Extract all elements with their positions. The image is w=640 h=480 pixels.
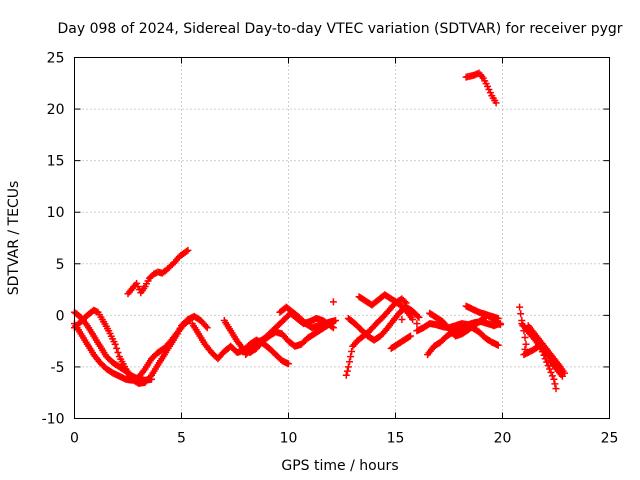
data-point bbox=[186, 316, 194, 323]
data-point bbox=[538, 348, 546, 356]
series-arc-9 bbox=[342, 295, 410, 379]
y-tick-label: -5 bbox=[51, 360, 65, 376]
data-point bbox=[134, 283, 142, 290]
data-point bbox=[111, 340, 119, 348]
data-point bbox=[329, 324, 337, 332]
data-point bbox=[552, 385, 560, 393]
data-point bbox=[343, 367, 351, 375]
y-tick-label: 0 bbox=[56, 308, 65, 324]
x-tick-label: 20 bbox=[494, 431, 512, 447]
data-point bbox=[344, 363, 352, 371]
data-point bbox=[348, 348, 356, 355]
data-point bbox=[522, 340, 530, 348]
data-point bbox=[184, 246, 192, 254]
y-tick-label: 25 bbox=[47, 51, 65, 67]
series-arc-11 bbox=[355, 291, 417, 323]
data-point bbox=[561, 369, 569, 377]
data-point bbox=[398, 316, 406, 323]
data-point bbox=[332, 317, 340, 324]
data-point bbox=[543, 358, 551, 366]
data-point bbox=[133, 279, 141, 287]
data-series bbox=[71, 69, 569, 393]
data-point bbox=[496, 321, 504, 329]
data-point bbox=[415, 313, 423, 321]
series-arc-8 bbox=[276, 303, 340, 332]
series-arc-16 bbox=[462, 302, 502, 322]
data-point bbox=[540, 351, 548, 359]
series-arc-12 bbox=[387, 332, 414, 352]
data-point bbox=[405, 333, 413, 341]
data-point bbox=[342, 371, 350, 379]
y-tick-label: 20 bbox=[47, 102, 65, 118]
data-point bbox=[413, 320, 421, 328]
y-tick-label: 5 bbox=[56, 257, 65, 273]
data-point bbox=[546, 365, 554, 373]
series-isolated bbox=[329, 298, 421, 328]
data-point bbox=[516, 303, 524, 311]
data-point bbox=[183, 247, 190, 255]
data-point bbox=[346, 358, 353, 366]
data-point bbox=[185, 317, 193, 324]
series-arc-3 bbox=[71, 308, 155, 384]
data-point bbox=[202, 322, 210, 330]
data-point bbox=[547, 368, 555, 376]
data-point bbox=[541, 355, 549, 363]
data-point bbox=[407, 332, 414, 340]
data-point bbox=[517, 310, 525, 318]
data-point bbox=[285, 360, 292, 368]
data-point bbox=[203, 324, 211, 332]
data-point bbox=[494, 315, 502, 322]
data-point bbox=[401, 298, 409, 306]
y-tick-labels: -10 -5 0 5 10 15 20 25 bbox=[42, 51, 65, 428]
x-tick-label: 25 bbox=[601, 431, 619, 447]
x-tick-labels: 0 5 10 15 20 25 bbox=[70, 431, 618, 447]
data-point bbox=[409, 316, 417, 323]
data-point bbox=[484, 82, 491, 90]
data-point bbox=[548, 372, 556, 380]
data-point bbox=[347, 353, 355, 361]
data-point bbox=[485, 86, 493, 93]
series-arc-2 bbox=[71, 316, 194, 384]
y-tick-label: 10 bbox=[47, 205, 65, 221]
y-tick-label: -10 bbox=[42, 412, 65, 428]
data-point bbox=[113, 344, 121, 352]
data-point bbox=[492, 99, 500, 107]
data-point bbox=[494, 341, 502, 349]
data-point bbox=[544, 362, 552, 370]
y-axis-label: SDTVAR / TECUs bbox=[6, 181, 22, 296]
data-point bbox=[551, 380, 559, 388]
series-arc-15 bbox=[426, 309, 504, 340]
grid bbox=[74, 57, 610, 419]
data-point bbox=[495, 320, 503, 328]
data-point bbox=[550, 375, 558, 383]
x-axis-label: GPS time / hours bbox=[281, 458, 398, 474]
data-point bbox=[414, 312, 422, 320]
series-arc-6 bbox=[220, 317, 337, 356]
x-tick-label: 5 bbox=[177, 431, 186, 447]
chart-title: Day 098 of 2024, Sidereal Day-to-day VTE… bbox=[57, 21, 622, 37]
data-point bbox=[521, 334, 529, 341]
series-arc-20 bbox=[524, 322, 569, 377]
data-point bbox=[114, 349, 122, 356]
data-point bbox=[486, 89, 494, 97]
x-tick-label: 15 bbox=[387, 431, 405, 447]
y-tick-label: 15 bbox=[47, 154, 65, 170]
data-point bbox=[148, 375, 155, 383]
x-tick-label: 0 bbox=[70, 431, 79, 447]
data-point bbox=[329, 298, 337, 306]
series-arc-17 bbox=[462, 69, 500, 107]
x-tick-label: 10 bbox=[280, 431, 298, 447]
series-arc-4 bbox=[124, 246, 192, 298]
plot-frame bbox=[74, 57, 610, 419]
